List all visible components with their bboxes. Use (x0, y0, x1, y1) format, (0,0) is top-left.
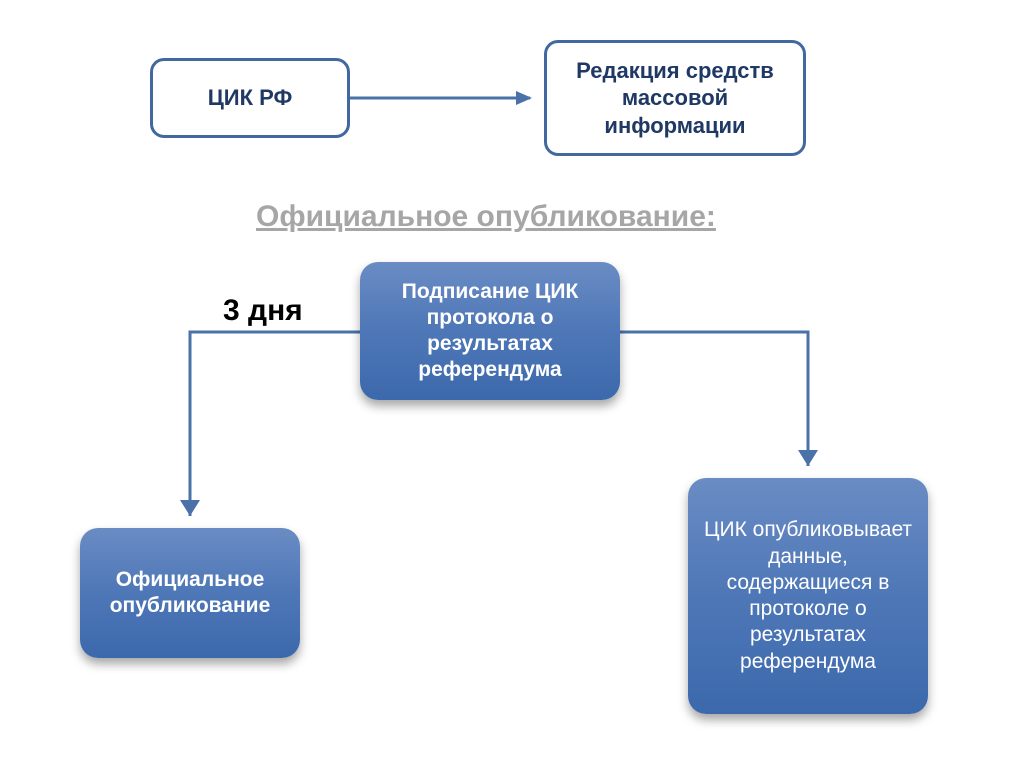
section-title-text: Официальное опубликование: (256, 200, 716, 233)
elbow-left (190, 332, 360, 516)
arrowhead-left-icon (180, 500, 200, 516)
elbow-right (620, 332, 808, 466)
floating-label-3-days: 3 дня (223, 294, 303, 328)
node-label: Редакция средств массовой информации (559, 57, 791, 140)
section-title: Официальное опубликование: (256, 200, 716, 234)
node-label: ЦИК РФ (208, 84, 293, 112)
floating-label-text: 3 дня (223, 294, 303, 327)
node-label: ЦИК опубликовывает данные, содержащиеся … (700, 517, 916, 675)
node-label: Подписание ЦИК протокола о результатах р… (372, 279, 608, 384)
arrowhead-right-icon (798, 450, 818, 466)
node-label: Официальное опубликование (92, 567, 288, 620)
node-signing: Подписание ЦИК протокола о результатах р… (360, 262, 620, 400)
node-official-publication: Официальное опубликование (80, 528, 300, 658)
node-publishes-data: ЦИК опубликовывает данные, содержащиеся … (688, 478, 928, 714)
node-media: Редакция средств массовой информации (544, 40, 806, 156)
node-cik-rf: ЦИК РФ (150, 58, 350, 138)
